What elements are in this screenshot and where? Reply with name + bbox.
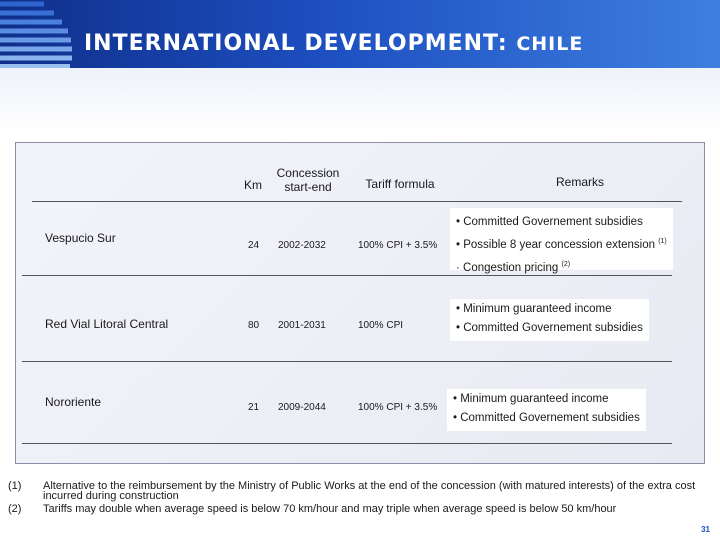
remark-line: · Congestion pricing (2) bbox=[456, 260, 571, 274]
footnote-2-text: Tariffs may double when average speed is… bbox=[43, 503, 617, 515]
slide-title-main: INTERNATIONAL DEVELOPMENT: bbox=[84, 31, 508, 56]
header-tariff: Tariff formula bbox=[365, 177, 435, 191]
page-number: 31 bbox=[701, 525, 710, 534]
row-divider bbox=[22, 443, 672, 444]
row-tariff: 100% CPI bbox=[358, 320, 404, 331]
row-tariff: 100% CPI + 3.5% bbox=[358, 402, 438, 413]
remarks-box: • Committed Governement subsidies • Poss… bbox=[450, 208, 673, 273]
remark-line: • Minimum guaranteed income bbox=[456, 303, 612, 315]
footnote-1-number: (1) bbox=[8, 480, 22, 492]
remarks-box: • Minimum guaranteed income • Committed … bbox=[450, 299, 649, 341]
header-km: Km bbox=[244, 178, 262, 192]
title-banner: INTERNATIONAL DEVELOPMENT: CHILE bbox=[0, 0, 720, 68]
row-divider bbox=[22, 361, 672, 362]
row-divider bbox=[22, 275, 672, 276]
slide-title: INTERNATIONAL DEVELOPMENT: CHILE bbox=[84, 31, 583, 56]
header-concession: Concession start-end bbox=[276, 166, 340, 194]
slide-title-country: CHILE bbox=[516, 33, 584, 55]
row-km: 24 bbox=[248, 240, 260, 251]
remark-line: • Committed Governement subsidies bbox=[456, 322, 643, 334]
remark-line: • Possible 8 year concession extension (… bbox=[456, 237, 667, 251]
footnote-1-text: Alternative to the reimbursement by the … bbox=[43, 480, 696, 502]
row-km: 21 bbox=[248, 402, 260, 413]
company-logo-icon bbox=[0, 1, 72, 68]
row-period: 2009-2044 bbox=[278, 402, 326, 413]
row-name-nororiente: Nororiente bbox=[45, 395, 102, 409]
row-name-vespucio-sur: Vespucio Sur bbox=[45, 231, 116, 245]
row-tariff: 100% CPI + 3.5% bbox=[358, 240, 438, 251]
header-remarks: Remarks bbox=[555, 175, 604, 189]
header-divider bbox=[32, 201, 682, 202]
remark-line: • Committed Governement subsidies bbox=[456, 215, 643, 228]
row-km: 80 bbox=[248, 320, 260, 331]
remark-line: • Committed Governement subsidies bbox=[453, 412, 640, 424]
footnote-2-number: (2) bbox=[8, 503, 22, 515]
remark-line: • Minimum guaranteed income bbox=[453, 393, 609, 405]
row-name-red-vial-litoral-central: Red Vial Litoral Central bbox=[45, 317, 169, 331]
row-period: 2001-2031 bbox=[278, 320, 326, 331]
remarks-box: • Minimum guaranteed income • Committed … bbox=[447, 389, 646, 431]
header-shadow-band bbox=[0, 68, 720, 132]
row-period: 2002-2032 bbox=[278, 240, 326, 251]
